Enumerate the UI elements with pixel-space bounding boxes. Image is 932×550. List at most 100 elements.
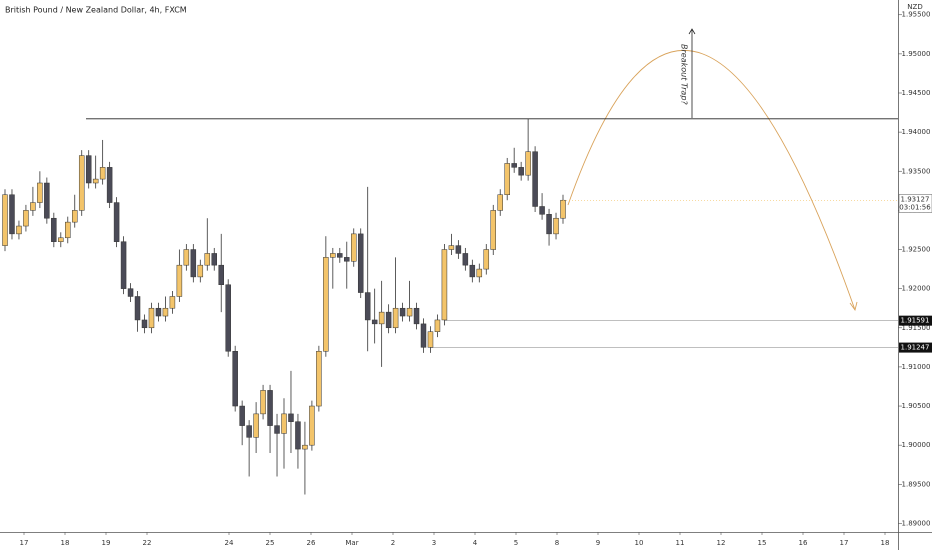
x-tick-label: 25 (266, 539, 275, 547)
candle-body (232, 351, 238, 407)
candle-body (371, 319, 378, 325)
candle-body (218, 264, 224, 285)
annotation-text: Breakout Trap? (680, 44, 689, 105)
candle-body (427, 331, 434, 348)
candle-body (337, 253, 343, 258)
candle-body (30, 202, 36, 211)
projection-arc (567, 49, 856, 311)
candle-body (99, 167, 106, 180)
candle-body (85, 155, 92, 184)
candle-body (260, 390, 266, 415)
candle-body (176, 264, 183, 297)
candle-body (72, 210, 78, 223)
candle-body (476, 268, 483, 278)
candle-body (525, 151, 531, 176)
candle-body (106, 167, 113, 203)
candle-body (483, 249, 490, 270)
candle-body (504, 163, 510, 195)
candle-body (539, 206, 545, 215)
candle-body (295, 421, 301, 450)
candle-body (448, 245, 455, 250)
candle-body (239, 405, 245, 426)
candle-body (364, 292, 371, 321)
candle-body (511, 163, 517, 168)
y-tick-label: 1.94000 (902, 128, 931, 136)
candle-body (309, 405, 315, 446)
candle-body (65, 221, 71, 239)
candle-body (413, 307, 420, 325)
candle-body (155, 307, 162, 317)
y-tick-label: 1.89500 (902, 480, 931, 488)
x-tick-label: 19 (102, 539, 111, 547)
candle-body (92, 178, 99, 184)
candle-body (330, 253, 336, 258)
candle-body (253, 413, 259, 438)
x-tick-label: 18 (61, 539, 70, 547)
candle-body (344, 257, 350, 262)
candle-body (560, 199, 566, 219)
candle-body (134, 296, 141, 321)
arc-arrowhead (849, 301, 858, 312)
y-tick-label: 1.95000 (902, 50, 931, 58)
candle-body (351, 233, 357, 262)
candle-body (406, 307, 413, 317)
candle-body (78, 155, 85, 211)
candle-body (58, 237, 64, 242)
candle-body (148, 307, 155, 329)
candle-body (197, 264, 204, 278)
y-tick-label: 1.94500 (902, 89, 931, 97)
candle-body (183, 249, 190, 266)
candle-body (281, 413, 287, 434)
candle-body (399, 307, 406, 317)
candle-body (162, 307, 169, 317)
candle-body (267, 390, 273, 426)
candle-body (211, 253, 217, 266)
last-price-label: 1.93127 (901, 195, 930, 203)
y-tick-label: 1.92000 (902, 285, 931, 293)
y-tick-label: 1.95500 (902, 11, 931, 19)
candle-body (169, 296, 176, 309)
currency-label: NZD (907, 3, 922, 11)
level-label: 1.91591 (901, 317, 930, 325)
level-label: 1.91247 (901, 344, 930, 352)
y-tick-label: 1.90000 (902, 441, 931, 449)
candle-body (462, 253, 469, 266)
candle-body (392, 307, 399, 329)
candle-body (378, 311, 385, 325)
candle-body (434, 319, 441, 332)
candle-body (246, 425, 252, 438)
candle-body (532, 151, 538, 207)
y-tick-label: 1.89000 (902, 519, 931, 527)
x-tick-label: 10 (635, 539, 644, 547)
y-tick-label: 1.91500 (902, 324, 931, 332)
candle-body (469, 264, 476, 278)
candle-body (553, 217, 559, 235)
level-tag (899, 315, 932, 326)
candle-body (23, 210, 29, 227)
candle-body (204, 253, 211, 266)
candle-body (302, 444, 308, 450)
candle-body (316, 351, 322, 407)
candle-body (113, 202, 120, 242)
candle-body (141, 319, 148, 329)
x-tick-label: 11 (676, 539, 685, 547)
candle-body (37, 182, 43, 203)
x-tick-label: 22 (143, 539, 152, 547)
x-tick-label: 16 (799, 539, 808, 547)
x-tick-label: Mar (345, 539, 358, 547)
y-tick-label: 1.92500 (902, 246, 931, 254)
x-tick-label: 4 (473, 539, 478, 547)
candle-body (288, 413, 294, 422)
countdown-label: 03:01:56 (899, 203, 931, 211)
candle-body (274, 425, 280, 434)
candle-body (9, 194, 15, 235)
candle-body (385, 311, 392, 329)
candle-body (490, 210, 496, 250)
level-tag (899, 342, 932, 353)
x-tick-label: 3 (432, 539, 436, 547)
chart-title: British Pound / New Zealand Dollar, 4h, … (5, 6, 187, 15)
y-tick-label: 1.90500 (902, 402, 931, 410)
y-tick-label: 1.91000 (902, 363, 931, 371)
